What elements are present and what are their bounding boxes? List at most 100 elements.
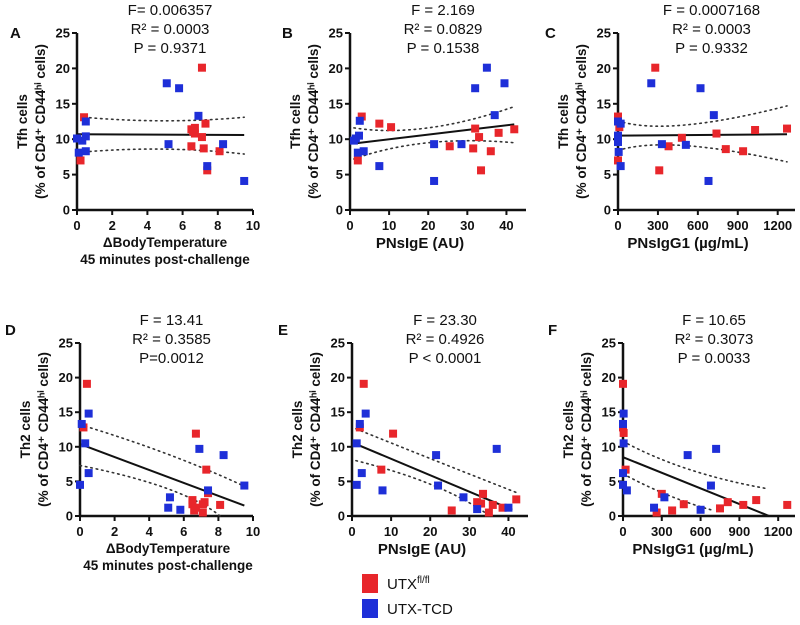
data-point	[619, 379, 627, 388]
stat-line: F = 10.65	[682, 312, 746, 329]
data-point	[430, 176, 439, 185]
y-axis-label: Tfh cells	[556, 94, 571, 149]
y-tick-label: 20	[59, 370, 73, 385]
y-tick-label: 10	[329, 132, 343, 147]
data-point	[188, 496, 197, 505]
x-tick-label: 20	[421, 218, 435, 233]
data-point	[652, 508, 661, 517]
stat-line: P = 0.1538	[407, 40, 480, 57]
y-axis-label: Tfh cells	[288, 94, 303, 149]
y-tick-label: 20	[331, 370, 345, 385]
stat-line: P=0.0012	[139, 350, 204, 367]
y-tick-label: 15	[329, 96, 343, 111]
data-point	[357, 112, 366, 121]
data-point	[194, 111, 203, 120]
data-point	[164, 503, 173, 512]
data-point	[616, 119, 625, 128]
legend-swatch	[362, 574, 378, 593]
data-point	[204, 486, 213, 495]
x-tick-label: 10	[246, 218, 260, 233]
y-tick-label: 0	[609, 509, 616, 524]
x-axis-label: ΔBodyTemperature	[103, 235, 228, 250]
x-tick-label: 10	[246, 524, 260, 539]
data-point	[715, 504, 724, 513]
data-point	[377, 465, 386, 474]
y-axis-label: (% of CD4⁺ CD44ʰⁱ cells)	[574, 44, 589, 199]
y-tick-label: 0	[338, 509, 345, 524]
data-point	[378, 486, 387, 495]
panel-b: B F = 2.169 R² = 0.0829 P = 0.1538 0 5 10 15 20 2…	[282, 2, 526, 252]
ci-upper-band	[617, 105, 788, 128]
data-point	[203, 162, 212, 171]
y-tick-label: 5	[63, 167, 70, 182]
data-point	[387, 123, 396, 132]
data-point	[477, 166, 486, 175]
y-axis-label: (% of CD4⁺ CD44ʰⁱ cells)	[33, 44, 48, 199]
data-point	[162, 79, 171, 88]
y-tick-label: 20	[602, 370, 616, 385]
y-tick-label: 15	[59, 405, 73, 420]
data-point	[164, 140, 173, 149]
data-point	[389, 429, 398, 438]
data-point	[195, 444, 204, 453]
data-point	[375, 162, 384, 171]
data-point	[202, 465, 211, 474]
x-tick-label: 8	[215, 524, 222, 539]
data-point	[704, 176, 713, 185]
data-point	[197, 63, 206, 72]
ci-upper-band	[355, 428, 518, 494]
data-point	[81, 439, 90, 448]
data-point	[76, 156, 85, 165]
panel-label: C	[545, 25, 556, 42]
panel-label: E	[278, 322, 288, 339]
data-point	[651, 63, 660, 72]
stat-line: P = 0.0033	[678, 350, 751, 367]
data-point	[751, 125, 760, 134]
x-tick-label: 30	[462, 524, 476, 539]
data-point	[215, 147, 224, 156]
x-tick-label: 0	[76, 524, 83, 539]
data-point	[216, 500, 225, 509]
stat-line: P < 0.0001	[409, 350, 482, 367]
y-tick-label: 0	[66, 509, 73, 524]
y-tick-label: 0	[63, 203, 70, 218]
y-axis-label: (% of CD4⁺ CD44ʰⁱ cells)	[579, 352, 594, 507]
data-point	[349, 136, 358, 145]
data-point	[375, 119, 384, 128]
data-point	[486, 147, 495, 156]
y-tick-label: 25	[56, 26, 70, 41]
y-tick-label: 15	[602, 405, 616, 420]
data-point	[650, 503, 659, 512]
data-point	[430, 140, 439, 149]
data-point	[488, 500, 497, 509]
data-point	[619, 469, 627, 478]
data-point	[361, 409, 370, 418]
data-point	[683, 451, 692, 460]
y-tick-label: 5	[336, 167, 343, 182]
y-tick-label: 20	[597, 61, 611, 76]
x-tick-label: 4	[144, 218, 152, 233]
data-point	[679, 500, 688, 509]
data-point	[176, 505, 185, 514]
legend-label: UTXfl/fl	[387, 575, 430, 593]
data-point	[77, 419, 86, 428]
y-axis-label: Tfh cells	[15, 94, 30, 149]
data-point	[475, 133, 484, 142]
stat-line: P = 0.9371	[134, 40, 207, 57]
x-tick-label: 0	[619, 524, 626, 539]
data-point	[359, 147, 368, 156]
data-point	[681, 140, 690, 149]
ci-upper-band	[353, 105, 516, 132]
data-point	[197, 133, 206, 142]
data-point	[240, 481, 249, 490]
data-point	[657, 140, 666, 149]
ci-upper-band	[83, 116, 245, 122]
data-point	[783, 500, 792, 509]
regression-line	[79, 443, 245, 507]
data-point	[459, 493, 468, 502]
x-tick-label: 0	[73, 218, 80, 233]
ci-lower-band	[355, 459, 486, 514]
data-point	[500, 79, 509, 88]
stat-line: R² = 0.0003	[131, 21, 210, 38]
